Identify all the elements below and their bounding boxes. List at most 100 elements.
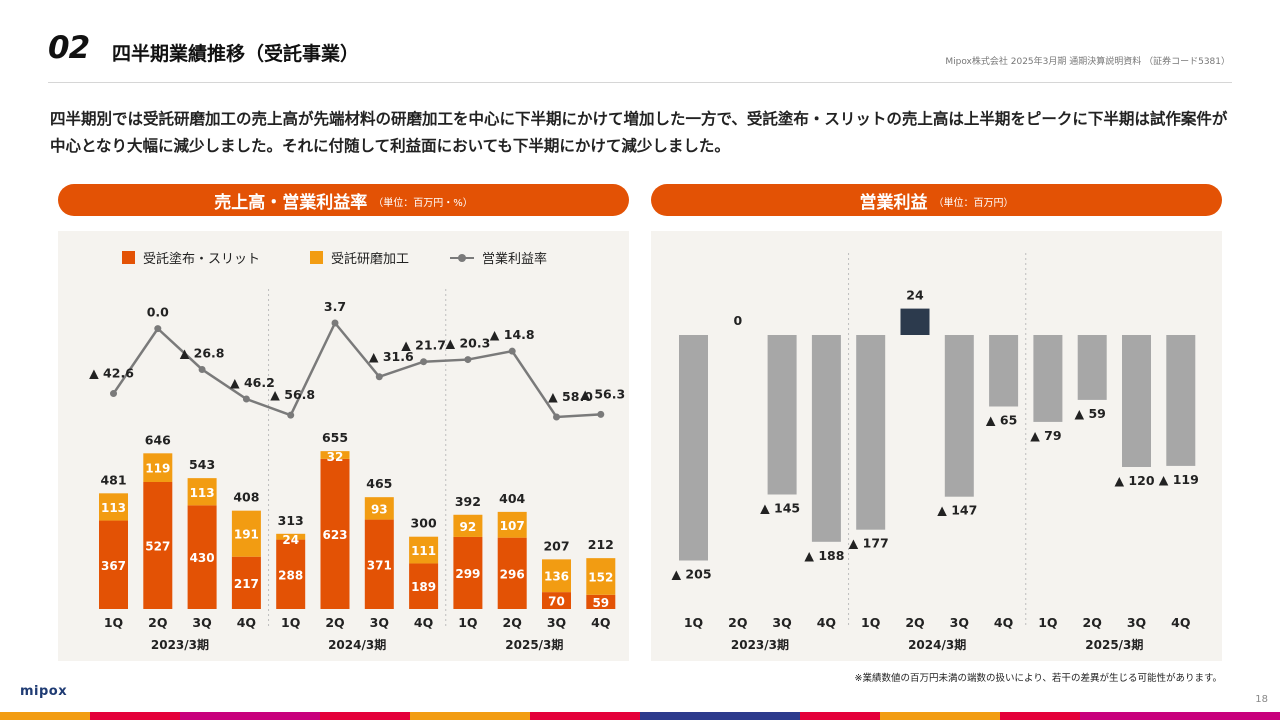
bar-coating-slit xyxy=(409,563,439,609)
margin-point xyxy=(287,411,295,419)
margin-line xyxy=(112,320,601,419)
bar-polishing xyxy=(409,536,439,564)
margin-data-label: ▲ 58.0 xyxy=(548,389,593,404)
page-number: 18 xyxy=(1255,694,1268,705)
profit-data-label: ▲ 188 xyxy=(804,548,844,563)
data-label-coating-slit: 288 xyxy=(278,568,303,582)
data-label-polishing: 111 xyxy=(411,544,436,558)
bar-polishing xyxy=(143,453,173,482)
margin-point xyxy=(508,347,516,355)
data-label-total: 300 xyxy=(411,516,437,531)
profit-bar xyxy=(767,335,797,495)
data-label-coating-slit: 430 xyxy=(190,551,215,565)
group-label: 2023/3期 xyxy=(151,637,209,652)
data-label-total: 404 xyxy=(499,491,525,506)
bar-coating-slit xyxy=(497,537,527,609)
x-tick-label: 3Q xyxy=(370,615,389,630)
x-tick-label: 2Q xyxy=(325,615,344,630)
document-meta: Mipox株式会社 2025年3月期 通期決算説明資料 （証券コード5381） xyxy=(945,57,1230,67)
margin-data-label: ▲ 56.8 xyxy=(270,387,315,402)
margin-data-label: ▲ 42.6 xyxy=(89,366,134,381)
profit-data-label: ▲ 65 xyxy=(986,413,1017,428)
left-panel-unit: （単位：百万円・%） xyxy=(373,198,473,209)
data-label-coating-slit: 296 xyxy=(500,567,525,581)
bar-polishing xyxy=(586,558,616,595)
legend-label: 受託研磨加工 xyxy=(331,251,409,267)
data-label-coating-slit: 217 xyxy=(234,577,259,591)
margin-point xyxy=(553,413,560,421)
bar-polishing xyxy=(542,559,571,593)
group-label: 2025/3期 xyxy=(1085,637,1143,652)
data-label-total: 543 xyxy=(189,457,215,472)
profit-chart-panel: ▲ 205 1Q 0 2Q ▲ 145 3Q ▲ 188 4Q ▲ 177 1Q 24 2Q ▲ 147… xyxy=(651,231,1222,661)
x-tick-label: 2Q xyxy=(503,615,522,630)
profit-bar xyxy=(900,308,930,335)
profit-data-label: ▲ 205 xyxy=(671,567,711,582)
data-label-coating-slit: 189 xyxy=(411,580,436,594)
x-tick-label: 3Q xyxy=(192,615,211,630)
margin-data-label: ▲ 26.8 xyxy=(180,345,225,360)
left-panel-title: 売上高・営業利益率 xyxy=(214,192,368,213)
margin-point xyxy=(242,395,250,403)
x-tick-label: 1Q xyxy=(861,615,880,630)
data-label-coating-slit: 299 xyxy=(455,567,480,581)
margin-data-label: ▲ 20.3 xyxy=(445,336,490,351)
data-label-coating-slit: 59 xyxy=(592,596,609,610)
data-label-coating-slit: 371 xyxy=(367,558,392,572)
data-label-polishing: 136 xyxy=(544,570,569,584)
margin-data-label: 3.7 xyxy=(324,299,346,314)
profit-bar xyxy=(811,335,841,542)
decorative-footer-band xyxy=(0,712,1280,720)
x-tick-label: 4Q xyxy=(591,615,610,630)
profit-data-label: ▲ 147 xyxy=(937,503,977,518)
x-tick-label: 4Q xyxy=(237,615,256,630)
data-label-total: 392 xyxy=(455,494,481,509)
legend-swatch xyxy=(310,251,323,264)
margin-point xyxy=(375,373,383,381)
group-label: 2024/3期 xyxy=(908,637,966,652)
group-label: 2025/3期 xyxy=(505,637,563,652)
margin-point xyxy=(198,365,206,373)
left-panel-header: 売上高・営業利益率 （単位：百万円・%） xyxy=(58,184,629,216)
bar-polishing xyxy=(231,510,261,557)
data-label-total: 646 xyxy=(145,432,171,447)
margin-data-label: ▲ 14.8 xyxy=(490,327,535,342)
profit-data-label: ▲ 79 xyxy=(1030,428,1061,443)
margin-point xyxy=(110,390,117,398)
legend-swatch xyxy=(122,251,135,264)
data-label-polishing: 119 xyxy=(145,462,170,476)
right-panel-unit: （単位：百万円） xyxy=(933,198,1014,209)
x-tick-label: 4Q xyxy=(414,615,433,630)
data-label-total: 408 xyxy=(233,490,259,505)
data-label-total: 481 xyxy=(100,472,126,487)
bar-polishing xyxy=(276,533,306,540)
x-tick-label: 3Q xyxy=(547,615,566,630)
page-title: 四半期業績推移（受託事業） xyxy=(112,43,360,65)
bar-coating-slit xyxy=(364,519,394,609)
sales-chart-panel: 受託塗布・スリット 受託研磨加工 営業利益率 367 113 481 1Q 527 119 646… xyxy=(58,231,629,661)
footnote: ※業績数値の百万円未満の端数の扱いにより、若干の差異が生じる可能性があります。 xyxy=(854,673,1222,684)
data-label-coating-slit: 623 xyxy=(322,528,347,542)
bar-coating-slit xyxy=(542,592,571,609)
data-label-total: 465 xyxy=(366,476,392,491)
data-label-total: 313 xyxy=(278,513,304,528)
bar-coating-slit xyxy=(453,536,483,609)
profit-data-label: 24 xyxy=(906,288,924,303)
x-tick-label: 2Q xyxy=(905,615,924,630)
margin-data-label: ▲ 31.6 xyxy=(369,349,414,364)
margin-data-label: ▲ 56.3 xyxy=(580,386,625,401)
bar-coating-slit xyxy=(320,458,350,609)
bar-polishing xyxy=(497,511,527,538)
profit-bar xyxy=(1166,335,1196,466)
x-tick-label: 4Q xyxy=(1171,615,1190,630)
bar-coating-slit xyxy=(187,505,217,609)
x-tick-label: 3Q xyxy=(1127,615,1146,630)
x-tick-label: 3Q xyxy=(772,615,791,630)
data-label-polishing: 113 xyxy=(190,486,215,500)
bar-polishing xyxy=(320,451,350,459)
margin-point xyxy=(597,410,605,418)
bar-coating-slit xyxy=(143,481,173,609)
profit-data-label: ▲ 119 xyxy=(1159,472,1199,487)
bar-polishing xyxy=(99,493,128,521)
sales-chart: 受託塗布・スリット 受託研磨加工 営業利益率 367 113 481 1Q 527 119 646… xyxy=(89,251,625,652)
